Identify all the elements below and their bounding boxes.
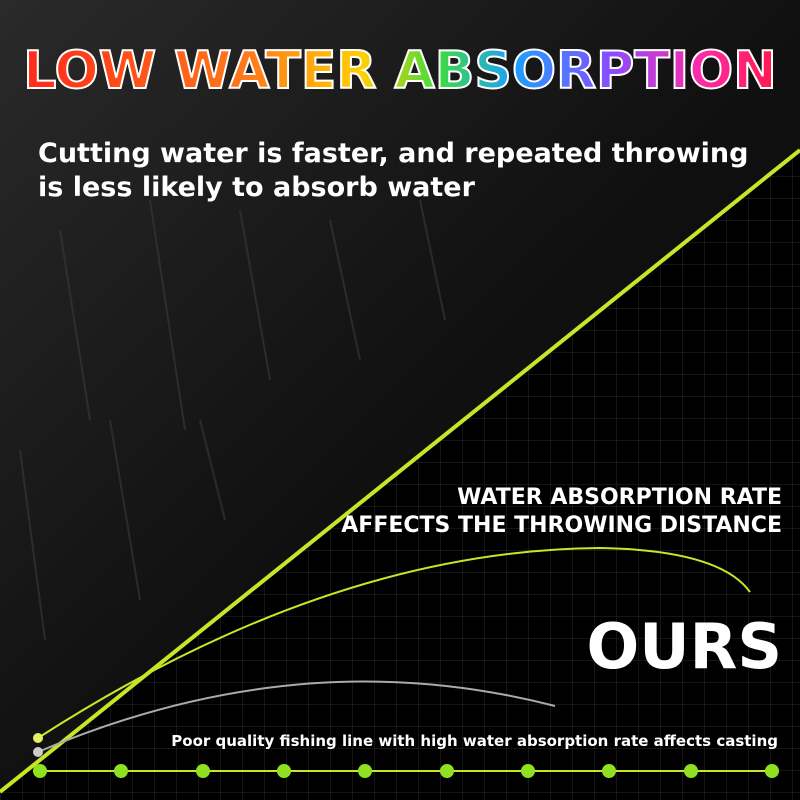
comparison-heading: WATER ABSORPTION RATE: [457, 485, 782, 510]
subtitle: is less likely to absorb water: [38, 172, 476, 203]
subtitle: Cutting water is faster, and repeated th…: [38, 138, 748, 169]
ours-label: OURS: [587, 610, 782, 683]
ours-curve: [37, 546, 751, 739]
other-curve: [37, 680, 556, 753]
distance-dots: [33, 764, 779, 778]
fishing-line: [0, 148, 800, 794]
other-caption: Poor quality fishing line with high wate…: [171, 732, 778, 750]
title: LOW WATER ABSORPTION: [23, 41, 777, 101]
rain-streaks: [19, 199, 446, 641]
other-start: [33, 747, 43, 757]
ours-start: [33, 733, 43, 743]
comparison-heading: AFFECTS THE THROWING DISTANCE: [341, 513, 782, 538]
